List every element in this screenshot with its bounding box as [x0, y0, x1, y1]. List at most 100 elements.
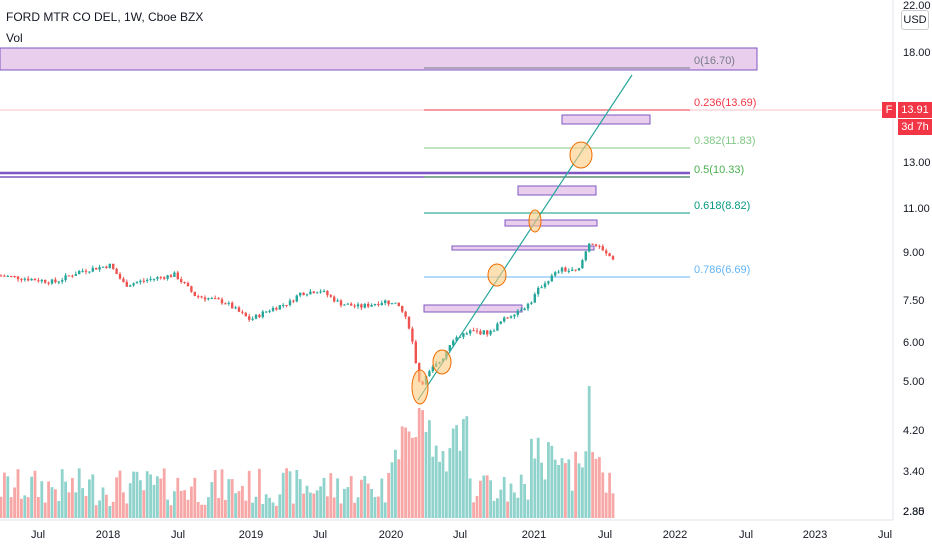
candle-body	[265, 311, 268, 313]
candle-body	[146, 279, 149, 281]
volume-bar	[502, 476, 506, 518]
candle-body	[547, 281, 550, 284]
fib-level-label: 0.236(13.69)	[694, 97, 756, 109]
candle-body	[288, 300, 292, 306]
volume-bar	[203, 504, 207, 518]
candle-body	[152, 278, 156, 280]
candle-body	[37, 280, 40, 282]
candle-body	[98, 267, 101, 270]
touch-point-circle	[569, 141, 593, 169]
volume-bar	[186, 499, 190, 518]
candle-body	[462, 333, 465, 337]
volume-bar	[217, 498, 220, 518]
volume-bar	[581, 467, 584, 518]
volume-bar	[465, 416, 469, 518]
candle-body	[472, 330, 475, 332]
volume-bar	[438, 461, 441, 518]
volume-bar	[91, 474, 95, 518]
candle-body	[268, 310, 271, 312]
candle-body	[33, 278, 37, 281]
volume-bar	[176, 477, 180, 518]
volume-bar	[258, 468, 261, 518]
candle-body	[448, 345, 451, 352]
volume-bar	[506, 501, 509, 518]
candle-body	[91, 267, 94, 272]
volume-bar	[536, 437, 540, 518]
candle-body	[47, 282, 50, 284]
bar-countdown: 3d 7h	[898, 119, 932, 135]
candle-body	[479, 331, 482, 335]
candle-body	[84, 270, 88, 272]
candle-body	[550, 275, 553, 282]
candle-body	[271, 307, 275, 311]
volume-bar	[353, 502, 356, 518]
volume-bar	[152, 484, 156, 518]
volume-bar	[77, 468, 81, 518]
y-tick-label: 7.50	[903, 295, 924, 307]
volume-bar	[295, 469, 299, 518]
candle-body	[200, 296, 203, 298]
fib-level-label: 0.618(8.82)	[694, 200, 750, 212]
volume-bar	[94, 505, 98, 518]
volume-bars	[0, 386, 615, 518]
candle-body	[40, 279, 43, 282]
candle-body	[523, 308, 526, 311]
candle-body	[88, 271, 91, 273]
volume-bar	[360, 479, 363, 518]
volume-bar	[98, 500, 101, 518]
volume-bar	[13, 487, 16, 518]
volume-indicator-label[interactable]: Vol	[6, 31, 23, 45]
candle-body	[540, 287, 543, 289]
volume-bar	[370, 488, 373, 518]
x-tick-label: Jul	[598, 529, 612, 541]
fib-level-label: 0.786(6.69)	[694, 264, 750, 276]
volume-bar	[261, 504, 265, 518]
volume-bar	[394, 449, 397, 518]
currency-button[interactable]: USD	[901, 10, 929, 30]
candle-body	[574, 269, 577, 271]
volume-bar	[451, 428, 455, 518]
candle-body	[373, 303, 377, 305]
candle-body	[326, 290, 329, 296]
candle-body	[452, 340, 455, 346]
candle-body	[30, 278, 33, 281]
volume-bar	[315, 490, 319, 518]
volume-bar	[105, 494, 108, 518]
volume-bar	[411, 437, 414, 518]
volume-bar	[139, 480, 142, 518]
candle-body	[465, 333, 468, 335]
volume-bar	[407, 431, 411, 518]
candle-body	[159, 277, 162, 279]
volume-bar	[496, 498, 499, 518]
volume-bar	[173, 491, 176, 518]
candle-body	[244, 312, 247, 317]
candle-body	[611, 256, 615, 260]
volume-bar	[271, 502, 275, 518]
volume-bar	[179, 490, 183, 518]
volume-bar	[574, 451, 577, 518]
candle-body	[414, 341, 417, 364]
volume-bar	[550, 445, 554, 518]
volume-bar	[462, 419, 465, 518]
candle-body	[217, 298, 220, 300]
volume-bar	[67, 492, 71, 518]
candle-body	[577, 268, 581, 271]
volume-bar	[553, 459, 557, 518]
volume-bar	[383, 502, 387, 518]
candle-body	[486, 330, 489, 335]
x-tick-label: 2018	[96, 529, 120, 541]
volume-bar	[601, 472, 605, 518]
candle-body	[343, 304, 346, 306]
candle-body	[210, 298, 213, 300]
candle-body	[186, 283, 190, 287]
volume-bar	[356, 497, 360, 518]
volume-bar	[547, 442, 550, 518]
y-tick-label: 18.00	[903, 47, 931, 59]
support-zones	[0, 47, 758, 313]
x-tick-label: Jul	[878, 529, 892, 541]
candle-body	[469, 330, 472, 334]
candle-body	[241, 311, 244, 313]
volume-bar	[349, 476, 353, 518]
volume-bar	[227, 479, 231, 518]
